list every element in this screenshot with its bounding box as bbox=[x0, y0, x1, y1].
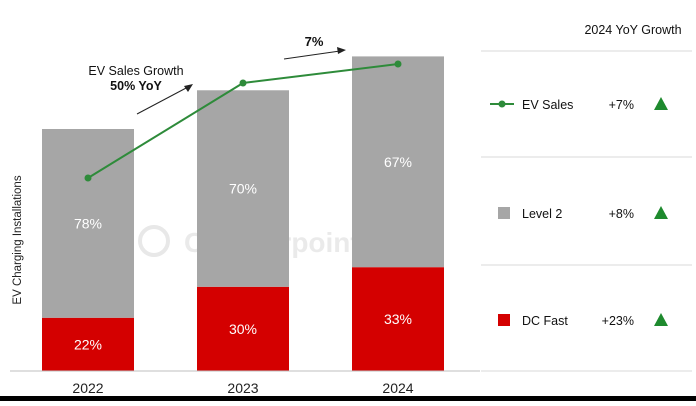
bar-level-2-2022 bbox=[42, 129, 134, 318]
bar-dc-fast-2022 bbox=[42, 317, 134, 371]
bars-group: 22% 78% 2022 30% 70% 2023 33% 67% 2024 bbox=[42, 56, 444, 396]
annotation-growth-2023-line2: 50% YoY bbox=[110, 79, 162, 93]
legend-growth-level-2: +8% bbox=[609, 207, 634, 221]
bar-level-2-2023 bbox=[197, 90, 289, 287]
data-label-level-2-2024: 67% bbox=[384, 154, 412, 170]
data-label-dc-fast-2023: 30% bbox=[229, 321, 257, 337]
annotation-arrowhead-2023 bbox=[184, 84, 193, 92]
annotation-growth-2024: 7% bbox=[305, 34, 324, 49]
legend-ev-sales-marker-icon bbox=[498, 100, 506, 108]
annotation-arrow-2024 bbox=[283, 50, 341, 60]
ev-sales-point-2024 bbox=[394, 60, 402, 68]
bar-dc-fast-2024 bbox=[352, 267, 444, 371]
legend-group: 2024 YoY Growth EV Sales +7% Level 2 +8% DC F… bbox=[481, 23, 692, 372]
legend-up-arrow-icon-2 bbox=[654, 313, 668, 326]
y-axis-label: EV Charging Installations bbox=[12, 175, 24, 304]
annotation-arrow-2023 bbox=[136, 86, 189, 115]
bottom-border bbox=[0, 396, 696, 401]
x-tick-label-2024: 2024 bbox=[382, 380, 413, 396]
legend-growth-dc-fast: +23% bbox=[602, 314, 634, 328]
legend-label-ev-sales: EV Sales bbox=[522, 98, 573, 112]
annotation-arrowhead-2024 bbox=[337, 47, 346, 54]
legend-up-arrow-icon-1 bbox=[654, 206, 668, 219]
watermark-logo-icon bbox=[138, 225, 170, 257]
ev-sales-point-2022 bbox=[84, 174, 92, 182]
x-tick-label-2022: 2022 bbox=[72, 380, 103, 396]
ev-sales-point-2023 bbox=[239, 79, 247, 87]
x-tick-label-2023: 2023 bbox=[227, 380, 258, 396]
legend-swatch-level-2-icon bbox=[498, 207, 510, 219]
legend-title: 2024 YoY Growth bbox=[584, 23, 681, 37]
legend-up-arrow-icon-0 bbox=[654, 97, 668, 110]
data-label-dc-fast-2024: 33% bbox=[384, 311, 412, 327]
legend-label-dc-fast: DC Fast bbox=[522, 314, 568, 328]
legend-swatch-dc-fast-icon bbox=[498, 314, 510, 326]
line-group bbox=[84, 60, 402, 182]
legend-growth-ev-sales: +7% bbox=[609, 98, 634, 112]
data-label-level-2-2023: 70% bbox=[229, 181, 257, 197]
legend-label-level-2: Level 2 bbox=[522, 207, 562, 221]
data-label-level-2-2022: 78% bbox=[74, 215, 102, 231]
bar-dc-fast-2023 bbox=[197, 286, 289, 371]
bar-level-2-2024 bbox=[352, 56, 444, 268]
data-label-dc-fast-2022: 22% bbox=[74, 336, 102, 352]
annotation-growth-2023-line1: EV Sales Growth bbox=[88, 64, 183, 78]
